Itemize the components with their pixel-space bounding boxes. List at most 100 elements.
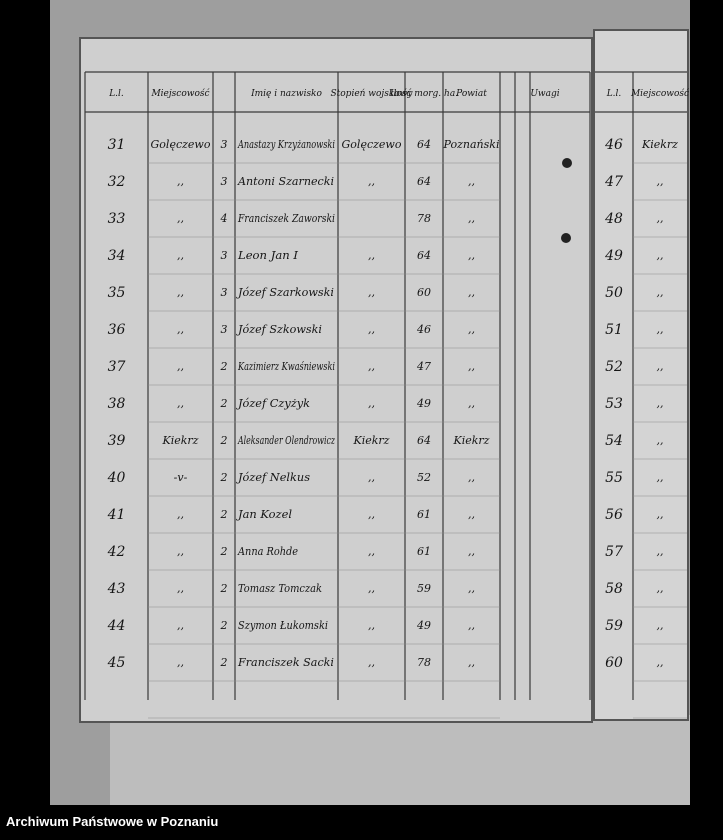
cell-no: 50 [605,285,623,301]
cell-name: Kazimierz Kwaśniewski [237,360,335,373]
cell-name: Aleksander Olendrowicz [237,434,335,447]
cell-rank: ,, [368,508,375,521]
cell-name: Franciszek Zaworski [237,212,335,225]
cell-no: 48 [604,211,623,227]
cell-area: 49 [416,397,431,410]
cell-area: 64 [417,434,431,447]
cell-rank: ,, [368,249,375,262]
cell-place: ,, [657,286,664,299]
cell-place: ,, [657,360,664,373]
cell-name: Szymon Łukomski [238,619,328,632]
cell-name: Anna Rohde [237,545,298,558]
cell-no: 46 [604,137,623,153]
cell-no: 42 [107,544,126,560]
cell-area: 47 [416,360,431,373]
cell-count: 2 [220,508,228,521]
cell-place: ,, [657,471,664,484]
column-header: Powiat [455,89,487,99]
column-header: Miejscowość [150,88,210,99]
cell-name: Józef Szarkowski [236,286,334,299]
cell-rank: ,, [368,582,375,595]
column-header: Uwagi [530,89,559,99]
cell-district: ,, [468,619,475,632]
cell-no: 58 [605,581,623,597]
cell-place: ,, [177,545,184,558]
cell-area: 61 [417,545,431,558]
cell-place: ,, [177,212,184,225]
cell-count: 2 [220,619,228,632]
cell-no: 32 [108,174,126,190]
cell-no: 39 [108,433,126,449]
cell-district: Kiekrz [453,434,490,447]
cell-rank: ,, [368,360,375,373]
cell-no: 51 [605,322,623,338]
cell-place: ,, [657,545,664,558]
left-page [79,37,593,723]
cell-rank: ,, [368,545,375,558]
cell-no: 45 [107,655,126,671]
cell-area: 64 [417,249,431,262]
entries: L.l. Miejscowość Imię i nazwisko Stopień wo… [107,88,690,671]
cell-no: 33 [108,211,126,227]
column-header: Miejscowość [630,88,690,99]
cell-count: 3 [221,138,228,151]
cell-area: 64 [417,138,431,151]
cell-place: Kiekrz [641,138,678,151]
cell-rank: ,, [368,471,375,484]
cell-place: ,, [657,323,664,336]
cell-no: 47 [604,174,623,190]
cell-place: ,, [657,582,664,595]
cell-place: ,, [657,249,664,262]
cell-name: Anastazy Krzyżanowski [237,138,335,151]
cell-no: 53 [605,396,623,412]
cell-count: 2 [220,471,228,484]
cell-area: 59 [417,582,431,595]
cell-rank: ,, [368,323,375,336]
cell-count: 3 [221,323,228,336]
cell-no: 40 [107,470,126,486]
cell-place: ,, [177,286,184,299]
cell-no: 36 [108,322,126,338]
cell-district: ,, [468,508,475,521]
cell-no: 31 [108,137,126,153]
cell-area: 60 [417,286,431,299]
cell-count: 4 [220,212,228,225]
cell-place: ,, [177,582,184,595]
cell-area: 46 [416,323,431,336]
cell-district: ,, [468,212,475,225]
cell-rank: ,, [368,175,375,188]
cell-rank: ,, [368,656,375,669]
cell-count: 2 [220,582,228,595]
cell-place: ,, [657,656,664,669]
cell-district: ,, [468,175,475,188]
cell-district: Poznański [443,138,500,151]
cell-count: 2 [220,397,228,410]
cell-no: 35 [108,285,126,301]
cell-count: 3 [221,249,228,262]
cell-name: Franciszek Sacki [237,656,334,669]
cell-name: Leon Jan I [237,249,299,262]
right-page [593,29,689,721]
column-header: L.l. [606,89,622,99]
cell-rank: Kiekrz [353,434,390,447]
cell-count: 2 [220,545,228,558]
column-header: Ilość morg. ha. [389,88,458,99]
cell-place: ,, [177,360,184,373]
cell-rank: ,, [368,286,375,299]
cell-area: 78 [417,212,431,225]
cell-place: ,, [657,212,664,225]
cell-no: 59 [605,618,623,634]
cell-place: Golęczewo [151,138,211,151]
cell-district: ,, [468,249,475,262]
cell-district: ,, [468,545,475,558]
column-header: L.l. [108,89,124,99]
cell-count: 2 [220,656,228,669]
cell-name: Tomasz Tomczak [238,582,322,595]
cell-area: 49 [416,619,431,632]
cell-place: ,, [657,175,664,188]
cell-rank: ,, [368,619,375,632]
cell-no: 52 [605,359,623,375]
cell-no: 43 [107,581,126,597]
cell-district: ,, [468,286,475,299]
cell-area: 64 [417,175,431,188]
